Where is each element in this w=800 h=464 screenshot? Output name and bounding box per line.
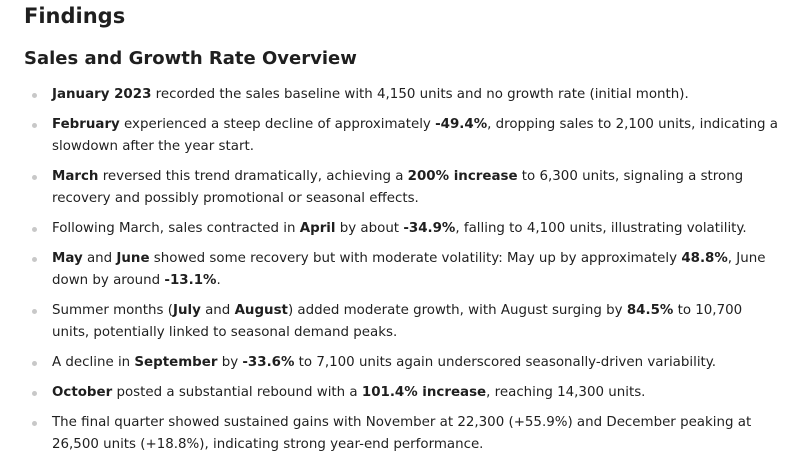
text-span: and: [82, 251, 117, 266]
text-span: by about: [335, 221, 404, 236]
text-span: reversed this trend dramatically, achiev…: [98, 169, 408, 184]
text-span: experienced a steep decline of approxima…: [119, 117, 436, 132]
text-span: to 6,300 units, signaling a strong recov…: [52, 169, 744, 206]
list-item: October posted a substantial rebound wit…: [0, 382, 800, 404]
list-item: A decline in September by -33.6% to 7,10…: [0, 352, 800, 374]
list-item: Summer months (July and August) added mo…: [0, 300, 800, 344]
bold-text: -13.1%: [164, 273, 217, 288]
page-title: Findings: [24, 4, 126, 28]
text-span: by: [217, 355, 243, 370]
text-span: and: [200, 303, 235, 318]
text-span: A decline in: [52, 355, 135, 370]
list-item: March reversed this trend dramatically, …: [0, 166, 800, 210]
section-heading: Sales and Growth Rate Overview: [24, 48, 357, 69]
text-span: , dropping sales to 2,100 units, indicat…: [52, 117, 779, 154]
text-span: The final quarter showed sustained gains…: [52, 415, 752, 452]
bold-text: 48.8%: [681, 251, 728, 266]
text-span: , falling to 4,100 units, illustrating v…: [455, 221, 747, 236]
bold-text: February: [52, 117, 120, 132]
list-item: February experienced a steep decline of …: [0, 114, 800, 158]
bold-text: -49.4%: [435, 117, 488, 132]
text-span: Summer months (: [52, 303, 173, 318]
text-span: Following March, sales contracted in: [52, 221, 300, 236]
text-span: recorded the sales baseline with 4,150 u…: [151, 87, 689, 102]
bold-text: May: [52, 251, 83, 266]
bold-text: -33.6%: [242, 355, 295, 370]
bold-text: April: [299, 221, 336, 236]
bold-text: 101.4% increase: [361, 385, 487, 400]
list-item: Following March, sales contracted in Apr…: [0, 218, 800, 240]
text-span: , reaching 14,300 units.: [486, 385, 646, 400]
text-span: to 10,700 units, potentially linked to s…: [52, 303, 743, 340]
bold-text: -34.9%: [403, 221, 456, 236]
text-span: ) added moderate growth, with August sur…: [287, 303, 627, 318]
bold-text: July: [173, 303, 201, 318]
text-span: posted a substantial rebound with a: [112, 385, 362, 400]
list-item: May and June showed some recovery but wi…: [0, 248, 800, 292]
list-item: January 2023 recorded the sales baseline…: [0, 84, 800, 106]
text-span: , June down by around: [52, 251, 766, 288]
bold-text: 200% increase: [407, 169, 518, 184]
bold-text: March: [52, 169, 99, 184]
bold-text: 84.5%: [626, 303, 674, 318]
text-span: to 7,100 units again underscored seasona…: [294, 355, 717, 370]
bold-text: September: [134, 355, 218, 370]
bold-text: January 2023: [52, 87, 152, 102]
text-span: .: [216, 273, 221, 288]
bold-text: October: [52, 385, 113, 400]
bold-text: August: [234, 303, 288, 318]
bold-text: June: [116, 251, 150, 266]
list-item: The final quarter showed sustained gains…: [0, 412, 800, 456]
text-span: showed some recovery but with moderate v…: [149, 251, 682, 266]
findings-list: January 2023 recorded the sales baseline…: [0, 84, 800, 464]
